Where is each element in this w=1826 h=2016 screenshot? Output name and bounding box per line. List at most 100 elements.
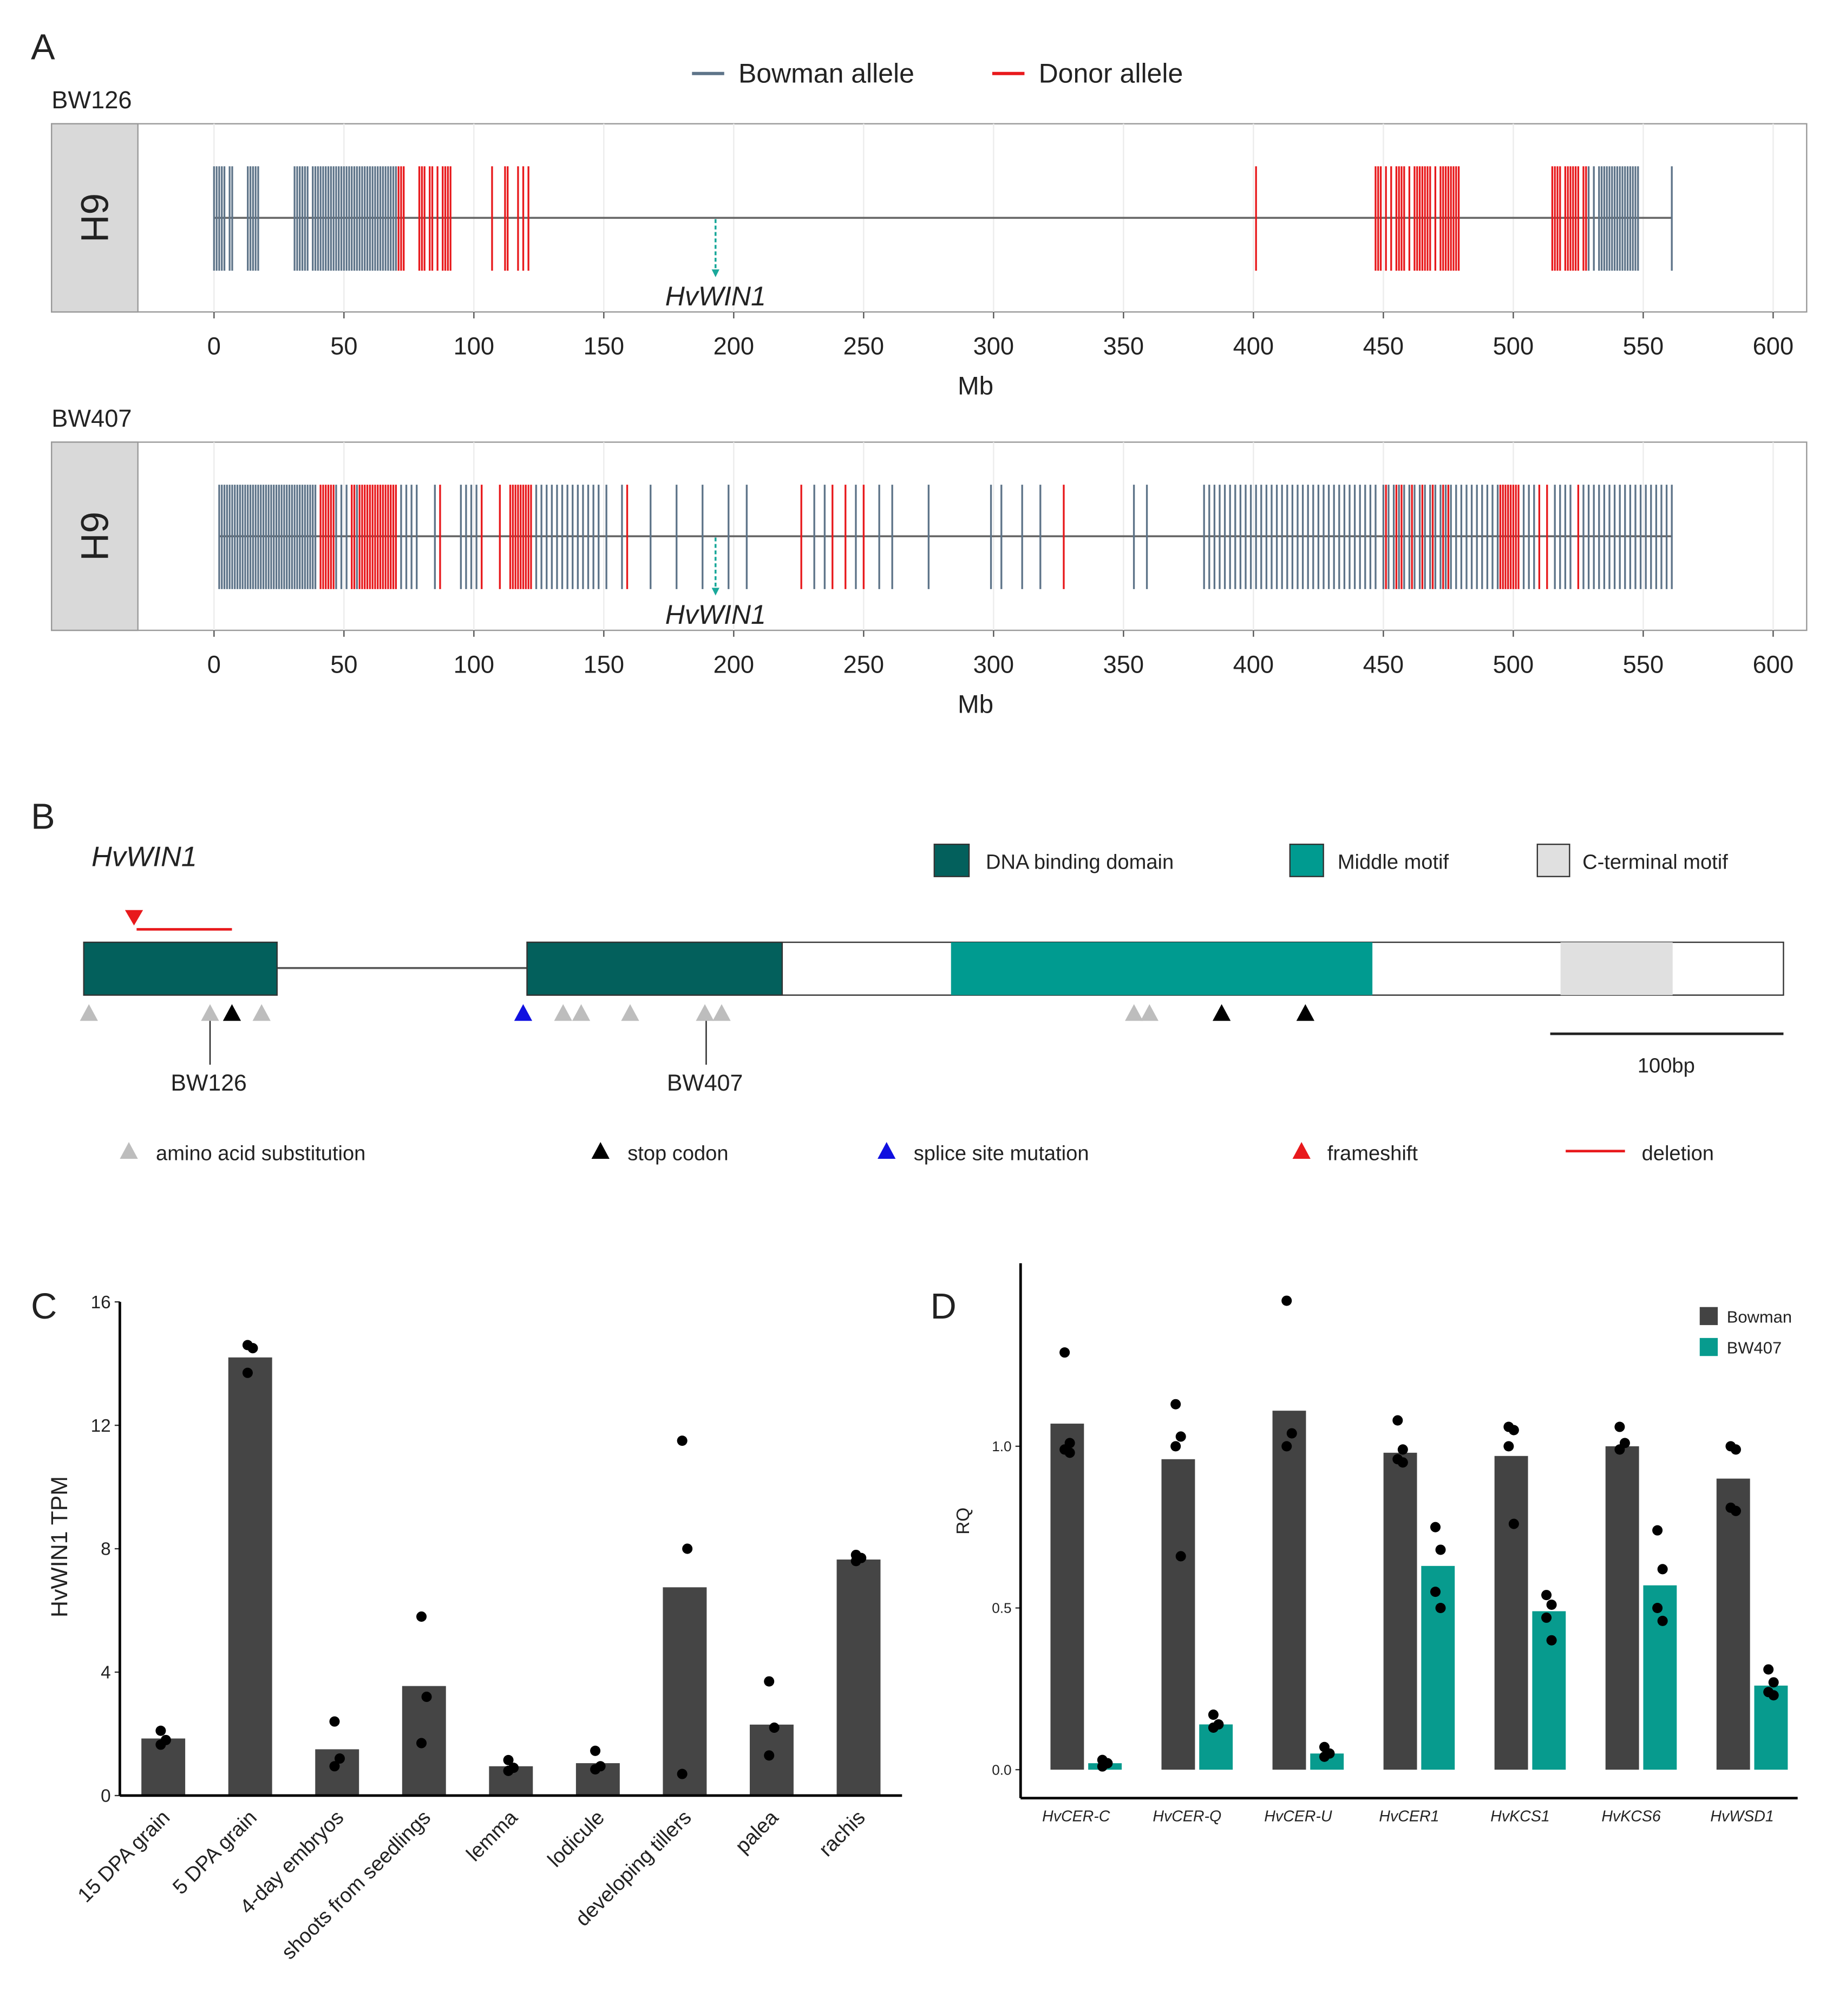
data-point: [1059, 1347, 1070, 1358]
y-axis-label: HvWIN1 TPM: [47, 1476, 73, 1617]
x-tick-label: 200: [714, 332, 754, 360]
data-point: [850, 1556, 861, 1567]
data-point: [1652, 1602, 1663, 1614]
x-tick-label: shoots from seedlings: [277, 1806, 435, 1964]
legend-swatch: [933, 844, 970, 877]
data-point: [1397, 1457, 1408, 1468]
y-tick-label: 12: [91, 1416, 111, 1436]
x-tick-label: HvCER-U: [1264, 1808, 1332, 1825]
data-point: [1286, 1428, 1297, 1439]
data-point: [764, 1676, 775, 1687]
x-tick-label: 250: [843, 651, 884, 678]
legend-label: amino acid substitution: [156, 1142, 365, 1165]
x-tick-label: rachis: [815, 1806, 870, 1861]
track-title: BW126: [51, 86, 132, 114]
x-tick-label: 300: [973, 651, 1014, 678]
y-tick-label: 16: [91, 1293, 111, 1313]
data-point: [503, 1765, 514, 1776]
bar: [1272, 1411, 1306, 1770]
bar: [1421, 1565, 1455, 1770]
bar: [1532, 1611, 1566, 1770]
data-point: [416, 1611, 427, 1622]
x-tick-label: 350: [1103, 651, 1144, 678]
data-point: [155, 1725, 166, 1736]
x-tick-label: HvCER1: [1379, 1808, 1439, 1825]
panel-label: D: [931, 1287, 957, 1327]
domain: [526, 941, 783, 996]
x-tick-label: 5 DPA grain: [168, 1806, 261, 1898]
data-point: [1508, 1425, 1519, 1436]
x-tick-label: 550: [1623, 332, 1664, 360]
legend-label: Bowman allele: [738, 58, 914, 88]
domain: [1560, 942, 1673, 995]
data-point: [329, 1716, 340, 1727]
legend-marker: [878, 1142, 896, 1159]
x-tick-label: 150: [584, 332, 624, 360]
data-point: [1319, 1751, 1330, 1762]
y-tick-label: 0: [101, 1786, 111, 1806]
x-tick-label: 15 DPA grain: [74, 1806, 174, 1907]
data-point: [1170, 1441, 1181, 1452]
x-tick-label: 0: [207, 651, 221, 678]
x-tick-label: 400: [1233, 332, 1274, 360]
bar: [1716, 1478, 1750, 1770]
data-point: [1435, 1544, 1446, 1555]
data-point: [1614, 1421, 1625, 1432]
legend-label: frameshift: [1327, 1142, 1418, 1165]
x-tick-label: HvKCS6: [1601, 1808, 1661, 1825]
data-point: [1281, 1295, 1292, 1306]
data-point: [1430, 1522, 1441, 1532]
x-tick-label: 450: [1363, 332, 1404, 360]
x-tick-label: 50: [330, 332, 357, 360]
data-point: [421, 1692, 432, 1702]
bar: [1383, 1452, 1417, 1770]
data-point: [677, 1769, 688, 1779]
stop-markers: [222, 1004, 1314, 1021]
x-tick-label: 600: [1753, 651, 1794, 678]
y-tick-label: 0.5: [992, 1600, 1011, 1616]
panel-label: A: [31, 28, 55, 68]
x-tick-label: 450: [1363, 651, 1404, 678]
gene-pointer-head: [711, 269, 719, 277]
data-point: [1503, 1441, 1514, 1452]
data-point: [1430, 1587, 1441, 1597]
legend-label: Bowman: [1727, 1307, 1792, 1326]
x-tick-label: HvCER-C: [1042, 1808, 1110, 1825]
legend-label: BW407: [1727, 1338, 1782, 1357]
mutant-label: BW407: [667, 1070, 743, 1096]
bar: [749, 1724, 794, 1796]
mutant-label: BW126: [171, 1070, 246, 1096]
x-tick-label: 200: [714, 651, 754, 678]
data-point: [682, 1543, 693, 1554]
data-point: [503, 1754, 514, 1765]
chromosome-box: [51, 123, 139, 313]
data-point: [1657, 1564, 1668, 1575]
bar: [1643, 1585, 1677, 1770]
data-point: [1768, 1677, 1779, 1688]
x-tick-label: palea: [731, 1806, 783, 1858]
data-point: [1730, 1444, 1741, 1455]
x-tick-label: 50: [330, 651, 357, 678]
data-point: [1614, 1444, 1625, 1455]
data-point: [1175, 1431, 1186, 1442]
bar: [228, 1357, 272, 1796]
data-point: [1175, 1551, 1186, 1562]
y-tick-label: 1.0: [992, 1438, 1011, 1454]
legend-label: Middle motif: [1338, 851, 1449, 873]
gene-name: HvWIN1: [91, 841, 197, 873]
frameshift-marker: [125, 910, 143, 926]
data-point: [1064, 1447, 1075, 1458]
panel-label: C: [31, 1287, 57, 1327]
data-point: [590, 1764, 601, 1775]
x-axis-label: Mb: [958, 690, 993, 719]
data-point: [1170, 1399, 1181, 1410]
legend-marker: [591, 1142, 610, 1159]
x-tick-label: 600: [1753, 332, 1794, 360]
x-tick-label: HvWSD1: [1710, 1808, 1773, 1825]
bar: [1161, 1459, 1195, 1770]
y-tick-label: 4: [101, 1663, 111, 1683]
x-tick-label: lodicule: [544, 1806, 609, 1871]
domain: [951, 942, 1373, 995]
